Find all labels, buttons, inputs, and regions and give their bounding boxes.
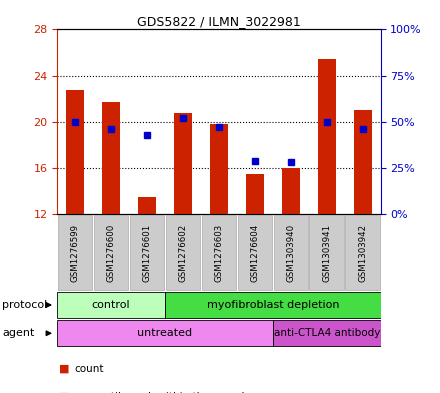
Bar: [202, 215, 236, 290]
Bar: [354, 110, 372, 214]
Text: percentile rank within the sample: percentile rank within the sample: [75, 391, 251, 393]
Bar: [274, 215, 308, 290]
Text: GSM1276599: GSM1276599: [71, 224, 80, 281]
Bar: [138, 197, 156, 214]
Text: GSM1303940: GSM1303940: [286, 224, 295, 281]
Bar: [273, 320, 381, 346]
Text: GSM1276600: GSM1276600: [106, 223, 116, 282]
Bar: [66, 90, 84, 214]
Text: agent: agent: [2, 328, 35, 338]
Bar: [94, 215, 128, 290]
Text: GSM1276601: GSM1276601: [143, 223, 151, 282]
Bar: [174, 112, 192, 214]
Bar: [246, 174, 264, 214]
Bar: [166, 215, 200, 290]
Bar: [58, 215, 92, 290]
Bar: [309, 215, 344, 290]
Text: myofibroblast depletion: myofibroblast depletion: [206, 300, 339, 310]
Bar: [238, 215, 272, 290]
Text: protocol: protocol: [2, 300, 48, 310]
Text: ■: ■: [59, 391, 70, 393]
Bar: [102, 102, 120, 214]
Text: GSM1276603: GSM1276603: [214, 223, 224, 282]
Text: control: control: [92, 300, 130, 310]
Text: untreated: untreated: [137, 328, 193, 338]
Bar: [345, 215, 380, 290]
Bar: [210, 124, 228, 214]
Text: GSM1276602: GSM1276602: [179, 223, 187, 282]
Text: GSM1276604: GSM1276604: [250, 223, 259, 282]
Title: GDS5822 / ILMN_3022981: GDS5822 / ILMN_3022981: [137, 15, 301, 28]
Bar: [318, 59, 336, 214]
Text: anti-CTLA4 antibody: anti-CTLA4 antibody: [274, 328, 380, 338]
Bar: [165, 292, 381, 318]
Text: GSM1303941: GSM1303941: [322, 224, 331, 281]
Text: count: count: [75, 364, 104, 374]
Bar: [57, 320, 273, 346]
Bar: [57, 292, 165, 318]
Text: ■: ■: [59, 364, 70, 374]
Bar: [282, 168, 300, 214]
Text: GSM1303942: GSM1303942: [358, 224, 367, 281]
Bar: [130, 215, 164, 290]
